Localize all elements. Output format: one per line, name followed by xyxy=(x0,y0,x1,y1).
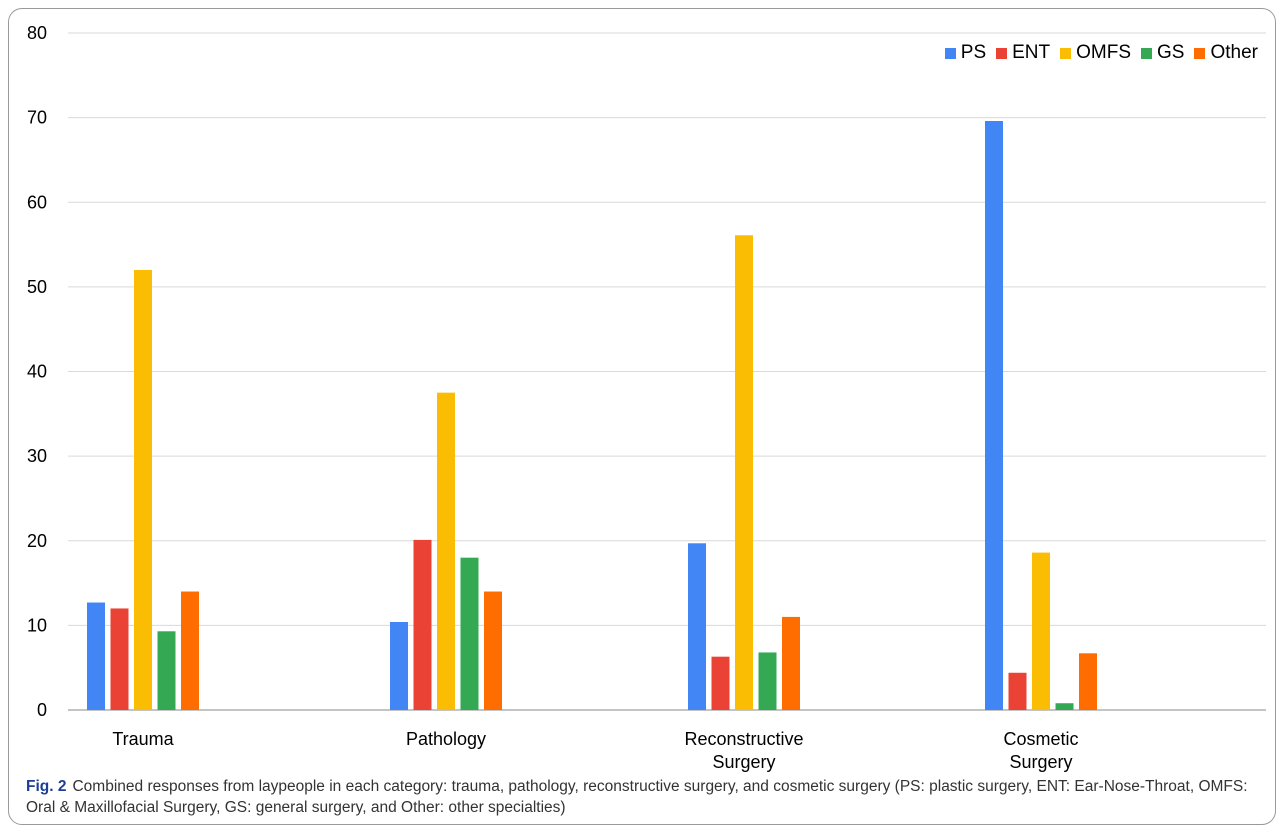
chart-legend: PS ENT OMFS GS Other xyxy=(944,42,1258,64)
bar-omfs-0 xyxy=(134,269,152,710)
y-tick-label: 40 xyxy=(27,362,47,382)
bar-other-3 xyxy=(1079,653,1097,710)
y-tick-label: 10 xyxy=(27,615,47,635)
bar-ent-2 xyxy=(711,656,730,710)
bar-omfs-2 xyxy=(735,235,753,710)
legend-swatch xyxy=(996,47,1008,59)
legend-item-ps: PS xyxy=(944,42,987,64)
caption-label: Fig. 2 xyxy=(26,778,67,795)
legend-swatch xyxy=(1060,47,1072,59)
bar-ps-2 xyxy=(688,543,706,710)
x-tick-label: Pathology xyxy=(406,729,486,749)
y-tick-label: 70 xyxy=(27,108,47,128)
x-tick-label: Surgery xyxy=(712,752,775,772)
bar-ent-0 xyxy=(110,608,129,710)
bar-gs-3 xyxy=(1055,703,1074,710)
bar-gs-2 xyxy=(758,652,777,710)
figure-caption: Fig. 2 Combined responses from laypeople … xyxy=(26,776,1266,818)
x-tick-label: Trauma xyxy=(112,729,174,749)
legend-item-omfs: OMFS xyxy=(1060,42,1131,64)
x-tick-label: Reconstructive xyxy=(684,729,803,749)
bar-ps-1 xyxy=(390,621,408,710)
legend-item-ent: ENT xyxy=(996,42,1050,64)
x-tick-label: Surgery xyxy=(1009,752,1072,772)
y-tick-label: 30 xyxy=(27,446,47,466)
y-tick-label: 80 xyxy=(27,23,47,43)
legend-swatch xyxy=(1141,47,1153,59)
legend-label: Other xyxy=(1210,42,1258,63)
legend-label: PS xyxy=(960,42,987,63)
bar-gs-0 xyxy=(157,631,176,710)
legend-label: OMFS xyxy=(1076,42,1132,63)
bar-ent-1 xyxy=(413,539,432,710)
bar-ent-3 xyxy=(1008,672,1027,710)
bar-other-0 xyxy=(181,591,199,710)
legend-swatch xyxy=(944,47,956,59)
bar-omfs-1 xyxy=(437,392,455,710)
y-tick-label: 60 xyxy=(27,192,47,212)
y-tick-label: 50 xyxy=(27,277,47,297)
bar-ps-3 xyxy=(985,121,1003,710)
legend-label: GS xyxy=(1157,42,1185,63)
bar-gs-1 xyxy=(460,557,479,710)
legend-swatch xyxy=(1194,47,1206,59)
legend-label: ENT xyxy=(1012,42,1051,63)
legend-item-other: Other xyxy=(1194,42,1258,64)
bar-omfs-3 xyxy=(1032,552,1050,710)
bar-ps-0 xyxy=(87,602,105,710)
y-tick-label: 0 xyxy=(37,700,47,720)
bar-other-1 xyxy=(484,591,502,710)
figure-frame xyxy=(8,8,1276,825)
bar-other-2 xyxy=(782,616,800,710)
x-tick-label: Cosmetic xyxy=(1003,729,1078,749)
legend-item-gs: GS xyxy=(1141,42,1184,64)
caption-text: Combined responses from laypeople in eac… xyxy=(26,778,1248,816)
y-tick-label: 20 xyxy=(27,531,47,551)
